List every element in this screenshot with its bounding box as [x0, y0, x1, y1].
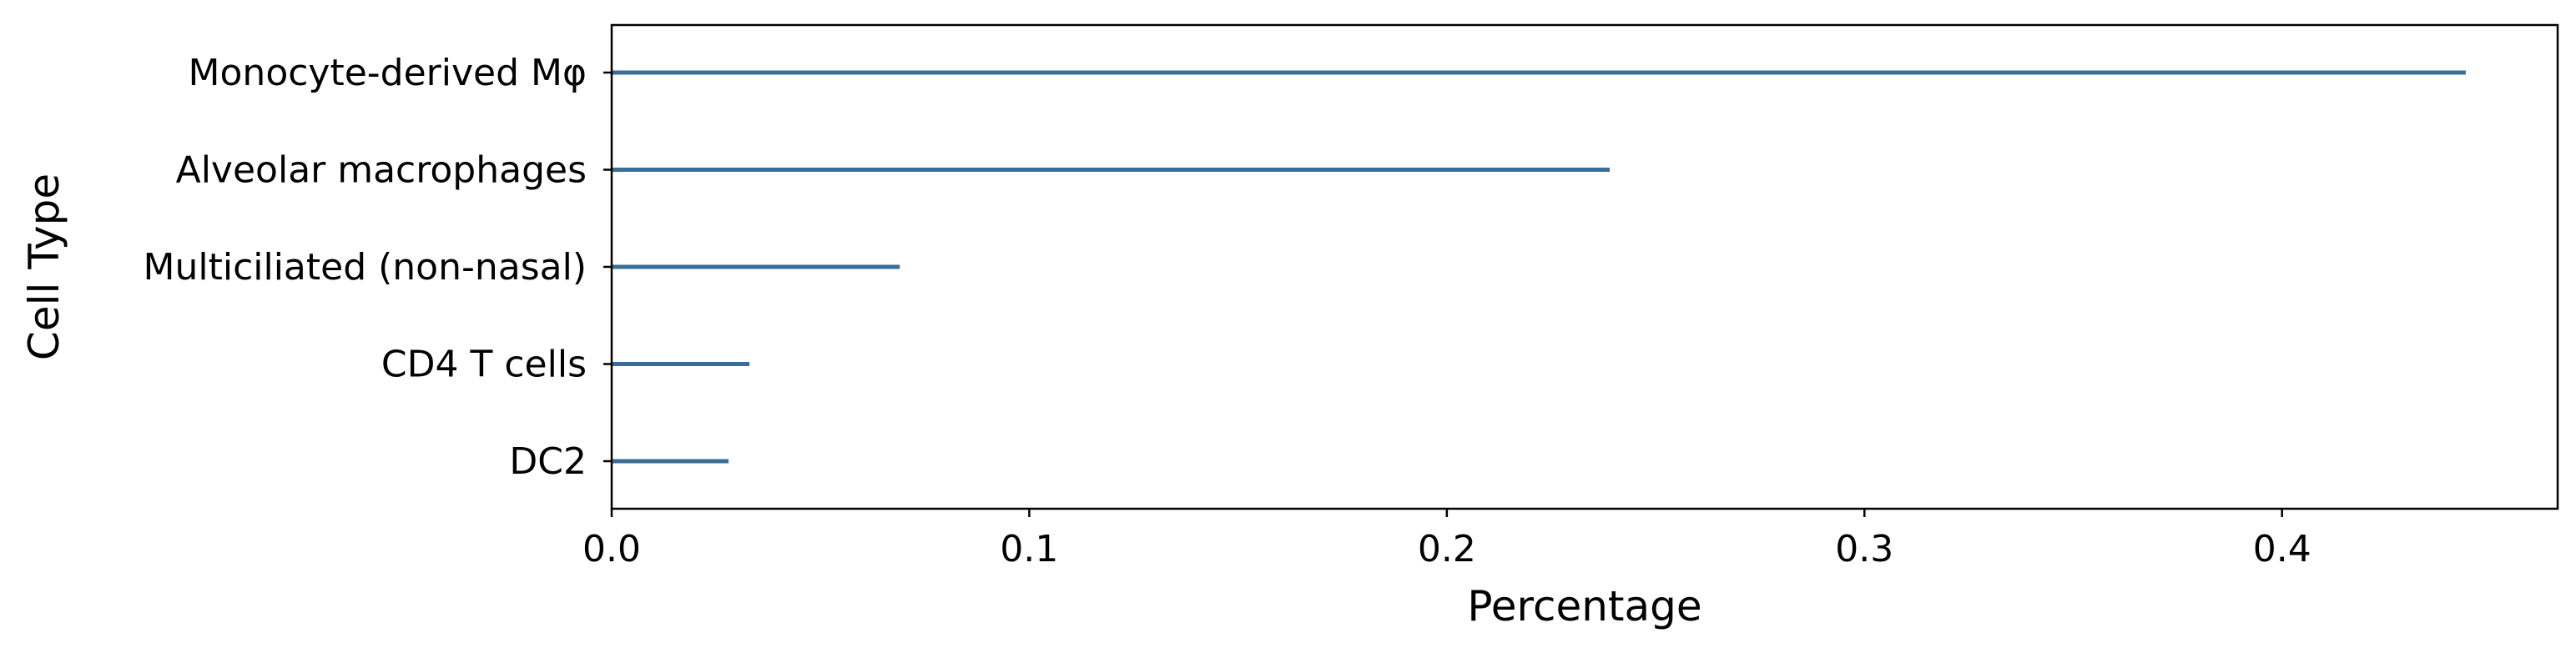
- x-axis-label: Percentage: [1467, 582, 1701, 630]
- y-tick-label: CD4 T cells: [381, 344, 587, 386]
- y-axis-label: Cell Type: [20, 173, 68, 360]
- bar: [612, 362, 750, 366]
- x-tick-label: 0.0: [582, 528, 641, 570]
- x-tick-label: 0.3: [1835, 528, 1893, 570]
- x-tick-label: 0.2: [1418, 528, 1476, 570]
- plot-frame: [610, 23, 2559, 510]
- bars: [612, 70, 2466, 464]
- bar: [612, 264, 900, 269]
- bar: [612, 168, 1611, 172]
- x-axis-ticks: 0.0 0.1 0.2 0.3 0.4: [582, 509, 2311, 570]
- plot-area: [612, 25, 2558, 509]
- bar: [612, 70, 2466, 75]
- y-tick-label: Alveolar macrophages: [176, 149, 587, 192]
- x-tick-label: 0.4: [2253, 528, 2311, 570]
- y-tick-label: Multiciliated (non-nasal): [144, 246, 587, 289]
- y-tick-label: DC2: [509, 440, 587, 483]
- bar: [612, 459, 729, 464]
- y-axis-ticks: Monocyte-derived Mφ Alveolar macrophages M…: [144, 52, 612, 483]
- x-tick-label: 0.1: [1000, 528, 1058, 570]
- y-tick-label: Monocyte-derived Mφ: [189, 52, 587, 94]
